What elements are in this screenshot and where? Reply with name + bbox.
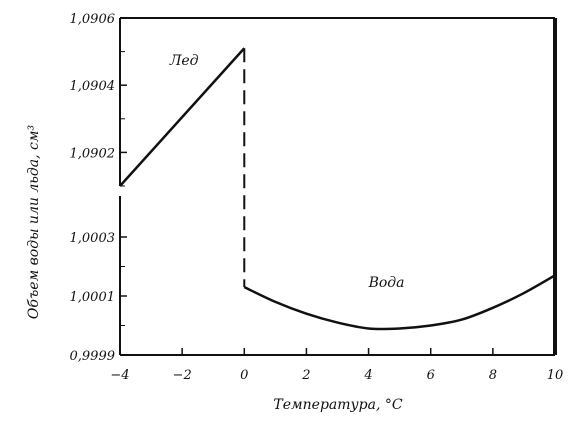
y-tick-label: 1,0906 xyxy=(70,12,116,27)
y-axis-ticks: 0,9999 1,0001 1,0003 1,0902 1,0904 1,0906 xyxy=(70,12,127,364)
y-tick-label: 1,0902 xyxy=(70,146,116,161)
x-tick-label: 2 xyxy=(301,368,310,383)
x-tick-label: 10 xyxy=(547,368,564,383)
x-tick-label: −4 xyxy=(110,368,129,383)
x-tick-label: 8 xyxy=(489,368,497,383)
series-line-ice xyxy=(119,47,246,187)
series-label-water: Вода xyxy=(368,275,405,291)
x-tick-label: 4 xyxy=(363,368,372,383)
y-tick-label: 1,0904 xyxy=(70,79,116,94)
x-tick-label: 0 xyxy=(240,368,248,383)
x-axis-ticks: −4 −2 0 2 4 6 8 10 xyxy=(110,348,563,383)
series-group xyxy=(119,47,556,331)
x-tick-label: 6 xyxy=(427,368,435,383)
y-tick-label: 1,0001 xyxy=(70,290,116,305)
y-tick-label: 1,0003 xyxy=(70,231,116,246)
series-label-ice: Лед xyxy=(169,53,199,69)
x-tick-label: −2 xyxy=(173,368,192,383)
plot-frame xyxy=(119,17,557,356)
series-labels: Лед Вода xyxy=(169,53,405,291)
y-axis-title: Объем воды или льда, см³ xyxy=(26,125,42,320)
series-line-water xyxy=(243,274,556,331)
x-axis-title: Температура, °C xyxy=(273,397,402,413)
y-tick-label: 0,9999 xyxy=(70,349,116,364)
